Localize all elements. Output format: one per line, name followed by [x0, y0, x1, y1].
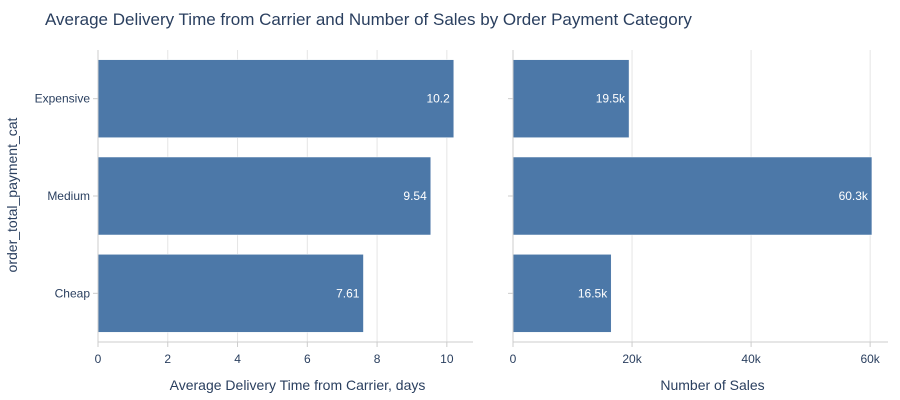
chart-title: Average Delivery Time from Carrier and N…: [45, 10, 692, 29]
bar-value-label: 7.61: [336, 286, 360, 300]
bar-medium[interactable]: [512, 156, 873, 236]
bar-medium[interactable]: [97, 156, 432, 236]
bar-value-label: 16.5k: [578, 286, 608, 300]
bar-value-label: 9.54: [403, 189, 427, 203]
bar-cheap[interactable]: [97, 254, 364, 333]
y-tick-label: Cheap: [55, 286, 91, 300]
panel-2: 19.5k 60.3k 16.5k 0 20k 40k 60k Number of Sales: [508, 50, 888, 393]
chart-panels: 10.2 Expensive 9.54 Medium 7.61 Cheap 0 2 4 6 8 10 A…: [35, 50, 888, 393]
x-tick-label: 60k: [860, 352, 880, 366]
y-axis-title: order_total_payment_cat: [4, 117, 20, 272]
x-tick-label: 0: [95, 352, 102, 366]
bar-value-label: 19.5k: [596, 92, 626, 106]
x-tick-label: 0: [510, 352, 517, 366]
bar-expensive[interactable]: [97, 59, 455, 138]
panel-1: 10.2 Expensive 9.54 Medium 7.61 Cheap 0 2 4 6 8 10 A…: [35, 50, 473, 393]
x-tick-label: 10: [440, 352, 454, 366]
bar-value-label: 60.3k: [839, 189, 869, 203]
x-tick-label: 6: [304, 352, 311, 366]
bar-cheap[interactable]: [512, 254, 612, 333]
y-tick-label: Medium: [47, 189, 90, 203]
x-tick-label: 2: [164, 352, 171, 366]
x-tick-label: 4: [234, 352, 241, 366]
x-axis-title: Average Delivery Time from Carrier, days: [170, 377, 426, 393]
x-tick-label: 20k: [622, 352, 642, 366]
y-tick-label: Expensive: [35, 92, 91, 106]
bar-value-label: 10.2: [426, 92, 450, 106]
x-axis-title: Number of Sales: [660, 377, 764, 393]
x-tick-label: 40k: [741, 352, 761, 366]
bar-expensive[interactable]: [512, 59, 630, 138]
x-tick-label: 8: [374, 352, 381, 366]
